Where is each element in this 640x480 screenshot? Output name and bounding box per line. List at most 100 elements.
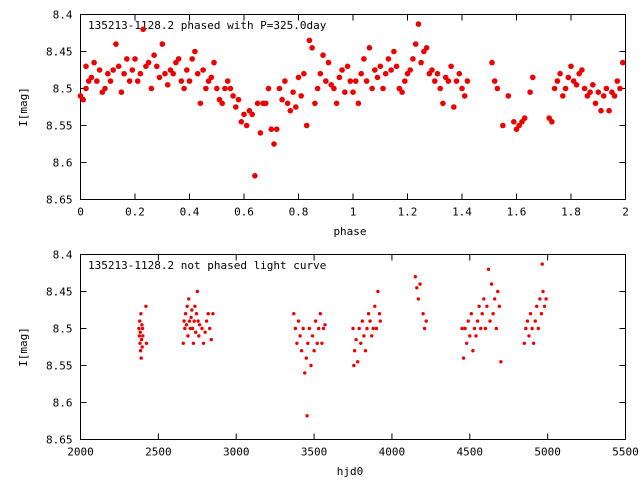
data-point	[469, 312, 473, 316]
data-point	[279, 96, 285, 103]
data-point	[371, 326, 375, 331]
data-point	[374, 326, 379, 331]
data-point	[195, 289, 199, 294]
data-point	[363, 349, 368, 353]
data-point	[511, 119, 517, 125]
data-point	[385, 56, 392, 62]
data-point	[203, 85, 209, 92]
data-point	[562, 85, 569, 92]
data-point	[573, 82, 580, 88]
data-point	[500, 122, 506, 129]
data-point	[192, 48, 198, 55]
x-tick-label: 1.8	[561, 206, 581, 219]
tick-group: 0 0.2 0.4 0.6 0.8 1 1.2 1.4 1.6 1.8 2 8.4 8.45 8.5 8.5…	[46, 9, 629, 219]
data-point	[494, 326, 498, 331]
data-point	[377, 312, 382, 316]
data-point	[592, 100, 599, 107]
data-point	[83, 85, 89, 92]
data-point	[102, 85, 108, 92]
data-point	[323, 323, 327, 327]
data-point	[318, 312, 322, 316]
data-point	[437, 85, 444, 92]
data-point	[295, 341, 299, 345]
data-point	[418, 59, 424, 66]
data-point	[181, 85, 187, 92]
data-point	[496, 289, 500, 294]
data-point	[151, 52, 157, 58]
x-tick-label: 1.2	[398, 206, 418, 219]
tick-group: 2000 2500 3000 3500 4000 4500 5000 5500 8.4 8.45 8…	[46, 249, 639, 459]
data-point	[530, 326, 534, 331]
data-point	[472, 326, 477, 331]
data-point	[463, 326, 467, 331]
data-point	[489, 282, 494, 286]
data-point	[525, 319, 530, 323]
data-point	[132, 56, 138, 62]
data-point	[154, 63, 160, 70]
data-point	[94, 78, 100, 84]
data-point	[412, 41, 419, 47]
data-point	[317, 70, 324, 77]
data-point	[488, 319, 492, 323]
data-point	[137, 70, 144, 77]
data-point	[263, 100, 269, 107]
data-point	[197, 100, 204, 107]
y-tick-label: 8.6	[53, 397, 73, 410]
data-point	[336, 74, 343, 81]
data-point	[466, 319, 470, 323]
data-point	[139, 337, 144, 342]
data-point	[190, 308, 194, 312]
data-point	[416, 297, 421, 301]
data-point	[313, 319, 318, 323]
data-point	[611, 93, 618, 99]
data-point	[118, 89, 125, 95]
data-point	[531, 341, 536, 345]
data-point	[208, 326, 212, 331]
data-point	[380, 85, 386, 92]
y-tick-label: 8.5	[53, 323, 73, 336]
data-point	[468, 334, 472, 338]
data-point	[352, 349, 357, 353]
data-point	[83, 63, 89, 70]
data-point	[303, 371, 307, 375]
data-point	[219, 100, 225, 107]
data-point	[530, 74, 536, 81]
data-point	[238, 119, 245, 125]
data-point	[189, 315, 193, 320]
data-point	[124, 56, 130, 62]
data-point	[140, 323, 144, 327]
data-point	[603, 85, 610, 92]
data-point	[162, 70, 168, 77]
data-point	[227, 85, 234, 92]
x-tick-label: 0.6	[234, 206, 254, 219]
data-point	[521, 115, 528, 121]
data-point	[252, 173, 258, 179]
data-point	[388, 67, 394, 73]
data-point	[271, 141, 277, 147]
data-point	[456, 70, 463, 77]
data-point	[296, 319, 301, 323]
data-point	[113, 41, 119, 47]
data-point	[475, 319, 480, 323]
data-point	[293, 326, 298, 331]
data-point	[298, 334, 302, 338]
data-point	[312, 349, 316, 353]
data-point	[126, 78, 133, 84]
data-point	[366, 312, 371, 316]
x-tick-label: 1.6	[507, 206, 527, 219]
data-point	[156, 74, 163, 81]
data-point	[137, 326, 141, 331]
data-point	[374, 74, 381, 81]
data-point	[309, 45, 315, 51]
data-point	[533, 319, 537, 323]
data-point	[372, 67, 378, 73]
data-point	[369, 85, 375, 92]
data-point	[331, 85, 337, 92]
data-point	[193, 304, 197, 308]
data-points	[77, 21, 626, 179]
data-point	[377, 63, 384, 70]
data-point	[175, 56, 182, 62]
data-point	[139, 312, 143, 316]
data-point	[305, 414, 309, 418]
data-point	[134, 78, 141, 84]
